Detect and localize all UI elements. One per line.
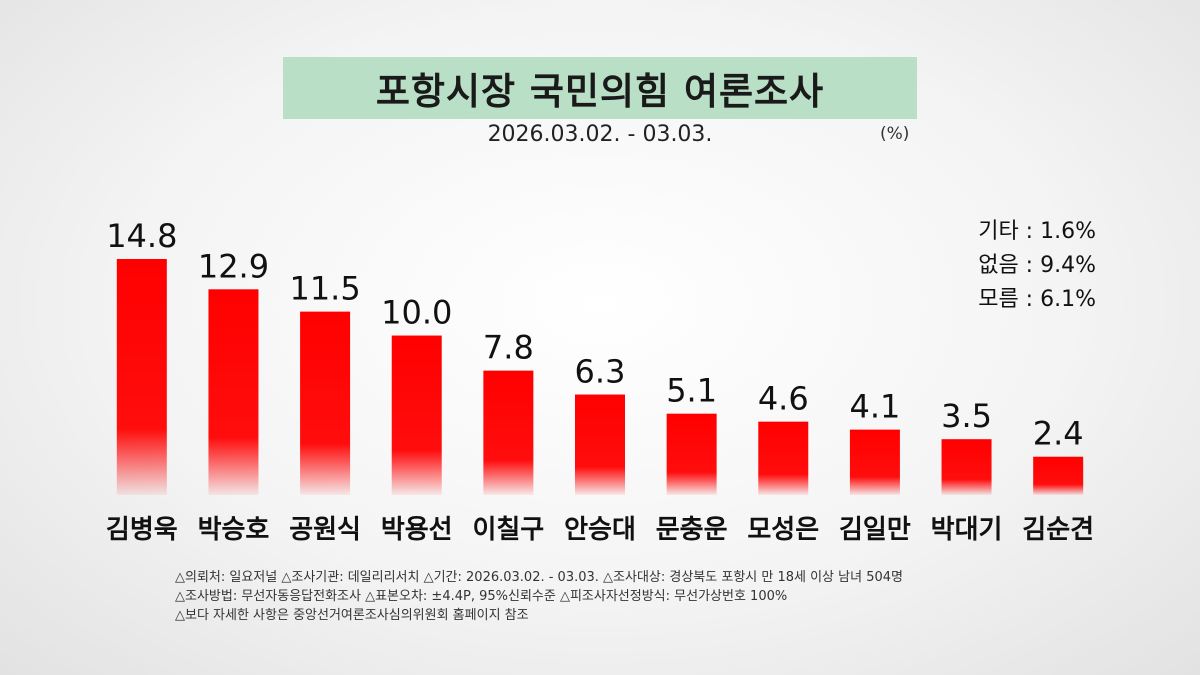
- bar-김일만: [849, 429, 900, 495]
- value-label: 10.0: [381, 294, 452, 332]
- category-label: 안승대: [564, 515, 636, 545]
- value-label: 4.1: [849, 388, 900, 426]
- value-label: 14.8: [106, 217, 177, 255]
- unit-label: (%): [880, 124, 910, 144]
- bar-문충운: [666, 413, 717, 495]
- title-banner: 포항시장 국민의힘 여론조사: [283, 57, 917, 119]
- value-label: 12.9: [198, 247, 269, 285]
- category-label: 모성은: [747, 515, 819, 545]
- survey-notes: △의뢰처: 일요저널 △조사기관: 데일리리서치 △기간: 2026.03.02…: [175, 568, 903, 625]
- value-label: 4.6: [758, 380, 809, 418]
- category-label: 김병욱: [106, 515, 178, 545]
- note-line: △의뢰처: 일요저널 △조사기관: 데일리리서치 △기간: 2026.03.02…: [175, 570, 903, 585]
- other-label: 기타: [978, 219, 1019, 244]
- note-line: △보다 자세한 사항은 중앙선거여론조사심의위원회 홈페이지 참조: [175, 608, 529, 623]
- bar-박용선: [391, 335, 442, 495]
- value-label: 2.4: [1033, 415, 1084, 453]
- other-value: 1.6%: [1040, 219, 1096, 244]
- value-label: 11.5: [289, 270, 360, 308]
- none-row: 없음 : 9.4%: [978, 253, 1096, 278]
- bar-공원식: [300, 311, 351, 495]
- category-label: 이칠구: [472, 515, 544, 545]
- other-row: 기타 : 1.6%: [978, 219, 1096, 244]
- bar-박대기: [941, 439, 992, 495]
- dont-know-label: 모름: [978, 287, 1019, 312]
- other-responses: 기타 : 1.6% 없음 : 9.4% 모름 : 6.1%: [978, 215, 1096, 317]
- bar-박승호: [208, 289, 259, 495]
- bar-이칠구: [483, 370, 534, 495]
- none-label: 없음: [978, 253, 1019, 278]
- category-label: 문충운: [656, 515, 728, 545]
- bar-김순견: [1033, 456, 1084, 495]
- category-label: 박용선: [381, 515, 453, 545]
- survey-period: 2026.03.02. - 03.03.: [487, 122, 713, 147]
- none-value: 9.4%: [1040, 253, 1096, 278]
- category-label: 공원식: [289, 515, 361, 545]
- category-label: 김일만: [839, 515, 911, 545]
- bar-모성은: [758, 421, 809, 495]
- chart-title: 포항시장 국민의힘 여론조사: [375, 70, 825, 113]
- category-label: 김순견: [1022, 515, 1094, 545]
- dont-know-value: 6.1%: [1040, 287, 1096, 312]
- category-label: 박승호: [198, 515, 270, 545]
- dont-know-row: 모름 : 6.1%: [978, 287, 1096, 312]
- value-label: 3.5: [941, 397, 992, 435]
- bar-김병욱: [116, 259, 167, 495]
- category-label: 박대기: [931, 515, 1003, 545]
- bar-안승대: [575, 394, 625, 495]
- note-line: △조사방법: 무선자동응답전화조사 △표본오차: ±4.4P, 95%신뢰수준 …: [175, 589, 788, 604]
- value-label: 5.1: [666, 372, 717, 410]
- bar-chart: 14.8 김병욱 12.9 박승호 11.5 공원식 10.0 박용선 7.8 이칠구 6.3 안승대…: [106, 217, 1094, 545]
- value-label: 7.8: [483, 329, 534, 367]
- value-label: 6.3: [575, 353, 626, 391]
